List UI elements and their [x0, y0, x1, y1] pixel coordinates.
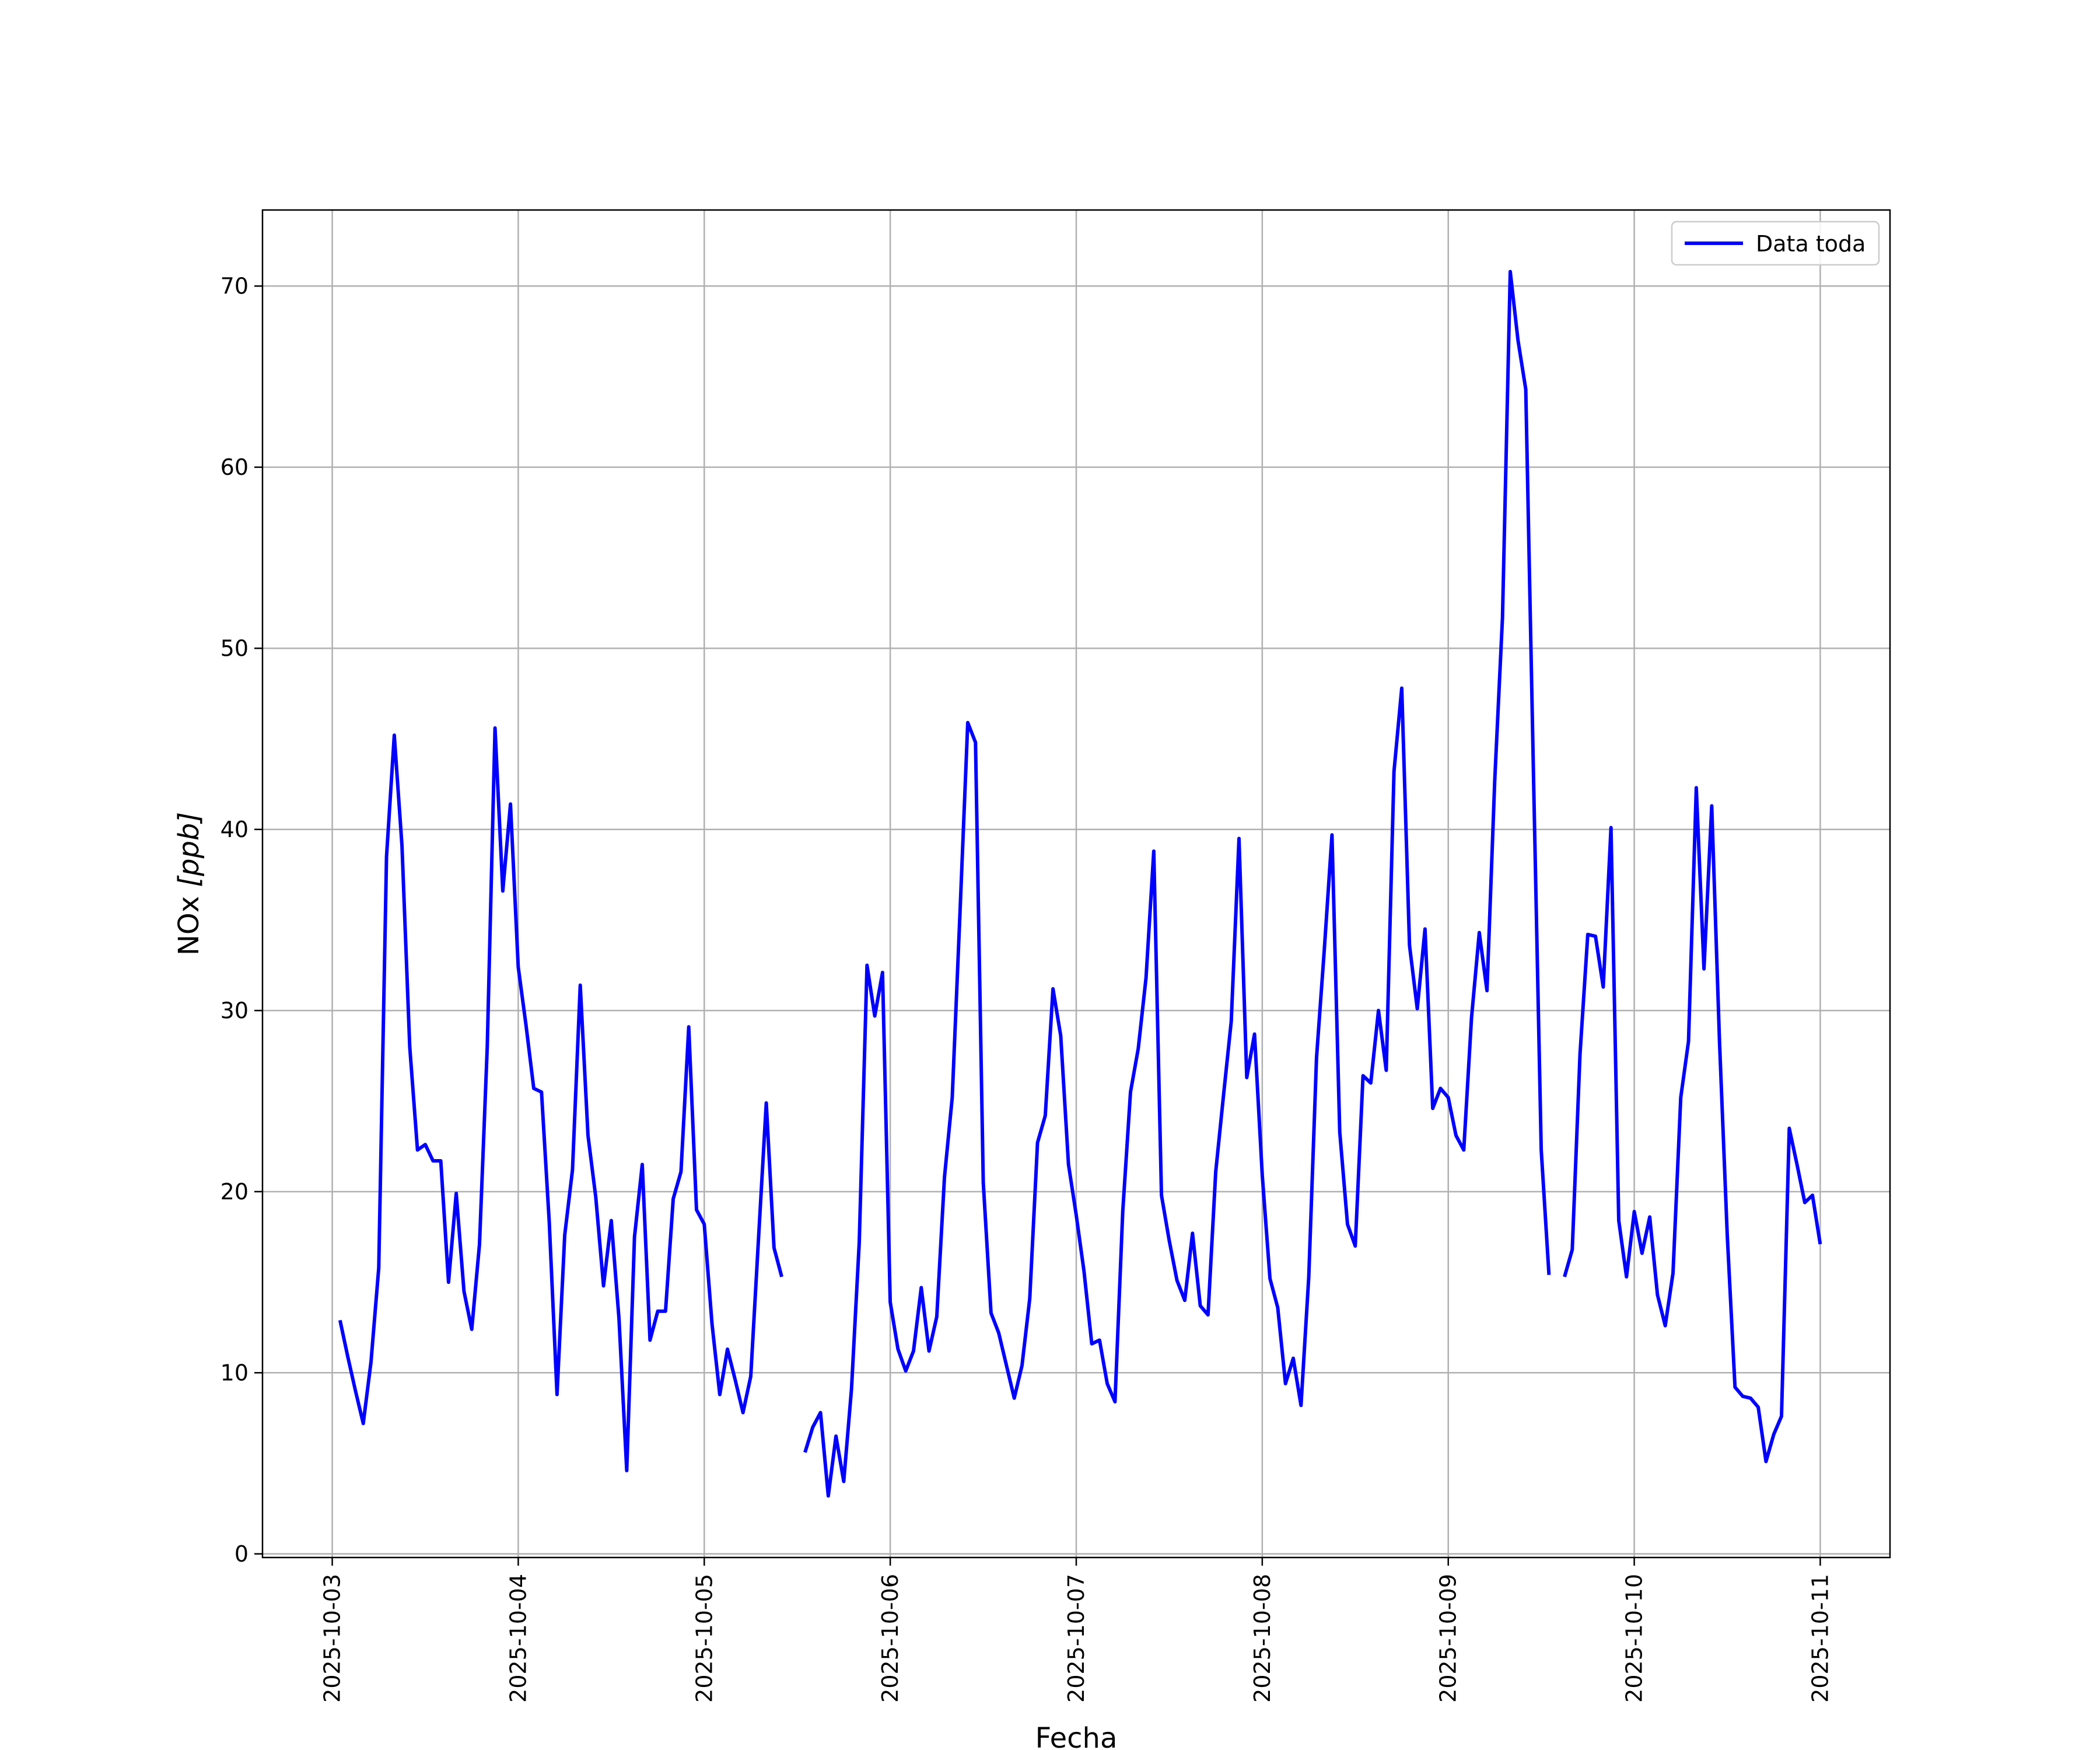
y-axis-label-unit: [ppb]: [173, 812, 205, 887]
x-tick-label: 2025-10-11: [1807, 1574, 1833, 1703]
y-axis-label: NOx [ppb]: [173, 812, 205, 956]
x-tick-label: 2025-10-04: [505, 1574, 531, 1703]
y-tick-label: 20: [220, 1179, 249, 1205]
series-line-segment: [803, 270, 1551, 1498]
series-line-segment: [1563, 786, 1822, 1464]
axis-ticks: 2025-10-03 2025-10-04 2025-10-05 2025-10-06…: [220, 273, 1833, 1702]
x-tick-label: 2025-10-10: [1622, 1574, 1647, 1703]
y-axis-label-main: NOx: [173, 887, 205, 956]
y-tick-label: 0: [235, 1541, 249, 1567]
y-tick-label: 70: [220, 273, 249, 299]
x-tick-label: 2025-10-07: [1063, 1574, 1089, 1703]
y-tick-label: 60: [220, 454, 249, 480]
x-tick-label: 2025-10-05: [691, 1574, 717, 1703]
legend-box: [1671, 220, 1880, 266]
y-tick-label: 10: [220, 1360, 249, 1385]
y-tick-label: 40: [220, 817, 249, 842]
x-tick-label: 2025-10-06: [877, 1574, 903, 1703]
x-tick-label: 2025-10-03: [320, 1574, 345, 1703]
legend-label: Data toda: [1756, 231, 1866, 257]
x-tick-label: 2025-10-08: [1250, 1574, 1275, 1703]
grid-lines: [262, 210, 1890, 1558]
legend: Data toda: [1671, 220, 1880, 266]
y-tick-label: 30: [220, 998, 249, 1023]
x-axis-label: Fecha: [1035, 1722, 1118, 1750]
data-series-layer: [338, 270, 1822, 1498]
y-tick-label: 50: [220, 635, 249, 661]
x-tick-label: 2025-10-09: [1436, 1574, 1461, 1703]
series-line-segment: [338, 726, 783, 1472]
